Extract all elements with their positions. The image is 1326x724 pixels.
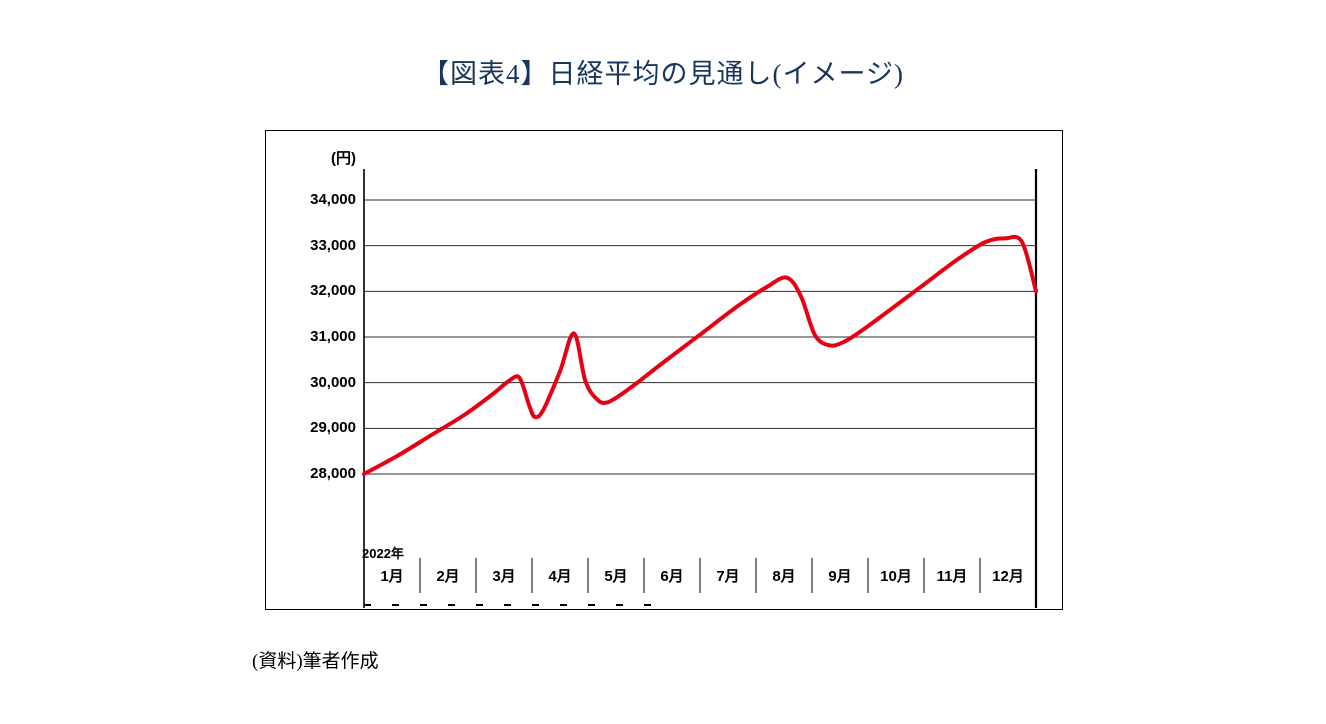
y-axis-unit-label: (円) <box>331 150 356 167</box>
x-tick-label: 11月 <box>936 568 968 585</box>
y-tick-label: 31,000 <box>310 328 356 345</box>
chart-frame: (円) 28,000 29,000 30,000 31,000 32,000 33,000… <box>265 130 1063 610</box>
x-tick-label: 8月 <box>772 568 796 585</box>
chart-title: 【図表4】日経平均の見通し(イメージ) <box>422 59 904 89</box>
source-note: (資料)筆者作成 <box>252 651 379 672</box>
y-tick-label: 28,000 <box>310 465 356 482</box>
x-tick-label: 3月 <box>492 568 516 585</box>
nikkei-forecast-line <box>362 234 1038 476</box>
x-tick-label: 10月 <box>880 568 912 585</box>
x-tick-label: 6月 <box>660 568 684 585</box>
x-tick-label: 5月 <box>604 568 628 585</box>
x-tick-label: 4月 <box>548 568 572 585</box>
y-tick-label: 34,000 <box>310 191 356 208</box>
x-tick-label: 12月 <box>992 568 1024 585</box>
plot-svg <box>362 169 1038 608</box>
y-tick-label: 29,000 <box>310 419 356 437</box>
y-tick-label: 33,000 <box>310 236 356 254</box>
y-tick-label: 30,000 <box>310 373 356 391</box>
y-tick-label: 32,000 <box>310 282 356 300</box>
x-tick-label: 9月 <box>828 568 852 585</box>
x-axis-year-label: 2022年 <box>362 546 404 561</box>
x-tick-label: 1月 <box>380 568 404 585</box>
x-tick-label: 7月 <box>716 568 740 585</box>
x-tick-label: 2月 <box>436 568 460 585</box>
